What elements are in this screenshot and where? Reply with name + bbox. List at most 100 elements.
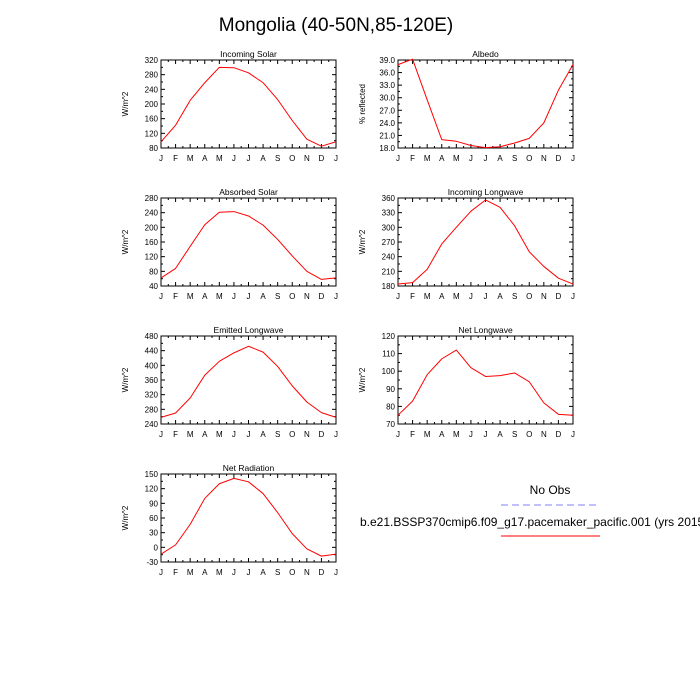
incoming-longwave-x-tick-label: O xyxy=(526,292,532,301)
absorbed-solar-x-tick-label: J xyxy=(159,292,163,301)
albedo-y-tick-label: 39.0 xyxy=(379,56,395,65)
emitted-longwave-x-tick-label: M xyxy=(187,430,194,439)
absorbed-solar-y-tick-label: 40 xyxy=(149,282,158,291)
net-radiation-x-tick-label: J xyxy=(334,568,338,577)
net-radiation-y-tick-label: -30 xyxy=(146,558,158,567)
incoming-longwave-x-tick-label: F xyxy=(410,292,415,301)
net-radiation-series-line-0 xyxy=(160,477,337,557)
albedo-x-tick-label: M xyxy=(424,154,431,163)
net-longwave-x-tick-label: M xyxy=(424,430,431,439)
net-radiation-x-tick-label: A xyxy=(260,568,266,577)
incoming-solar-title: Incoming Solar xyxy=(220,49,277,59)
incoming-solar-series-line-0 xyxy=(160,66,337,147)
albedo-y-tick-label: 27.0 xyxy=(379,106,395,115)
absorbed-solar-y-tick-label: 280 xyxy=(145,194,159,203)
incoming-solar-x-tick-label: A xyxy=(202,154,208,163)
albedo-x-tick-label: D xyxy=(556,154,562,163)
absorbed-solar-x-tick-label: F xyxy=(173,292,178,301)
net-radiation-x-tick-label: M xyxy=(216,568,223,577)
incoming-solar-y-tick-label: 280 xyxy=(145,71,159,80)
incoming-solar-x-tick-label: M xyxy=(187,154,194,163)
net-longwave-x-tick-label: N xyxy=(541,430,547,439)
incoming-solar-x-tick-label: N xyxy=(304,154,310,163)
albedo-x-tick-label: J xyxy=(571,154,575,163)
net-longwave-title: Net Longwave xyxy=(458,325,513,335)
net-radiation-x-tick-label: F xyxy=(173,568,178,577)
emitted-longwave-y-axis-label: W/m^2 xyxy=(121,367,130,392)
net-longwave-x-tick-label: J xyxy=(469,430,473,439)
net-longwave-x-tick-label: M xyxy=(453,430,460,439)
albedo-plot-frame xyxy=(397,59,574,149)
net-radiation-y-tick-label: 90 xyxy=(149,499,158,508)
net-longwave-x-tick-label: F xyxy=(410,430,415,439)
net-radiation-x-tick-label: J xyxy=(247,568,251,577)
albedo-x-tick-label: O xyxy=(526,154,532,163)
incoming-solar-y-tick-label: 160 xyxy=(145,115,159,124)
net-longwave-x-tick-label: A xyxy=(497,430,503,439)
albedo-title: Albedo xyxy=(472,49,499,59)
absorbed-solar-y-axis-label: W/m^2 xyxy=(121,229,130,254)
emitted-longwave-x-tick-label: S xyxy=(275,430,280,439)
net-longwave-y-tick-label: 110 xyxy=(382,350,395,359)
legend: No Obs b.e21.BSSP370cmip6.f09_g17.pacema… xyxy=(360,483,700,537)
absorbed-solar-title: Absorbed Solar xyxy=(219,187,278,197)
albedo-y-axis-label: % reflected xyxy=(358,84,367,124)
net-radiation-x-tick-label: M xyxy=(187,568,194,577)
emitted-longwave-y-tick-label: 240 xyxy=(145,420,159,429)
incoming-solar-y-tick-label: 80 xyxy=(149,144,158,153)
emitted-longwave-series-line-0 xyxy=(160,345,337,418)
net-longwave-x-tick-label: S xyxy=(512,430,517,439)
net-longwave-y-tick-label: 100 xyxy=(382,367,396,376)
emitted-longwave-x-tick-label: A xyxy=(202,430,208,439)
emitted-longwave-y-tick-label: 280 xyxy=(145,405,159,414)
absorbed-solar-x-tick-label: N xyxy=(304,292,310,301)
net-radiation-y-tick-label: 30 xyxy=(149,529,158,538)
incoming-longwave-y-tick-label: 210 xyxy=(382,267,396,276)
absorbed-solar-y-tick-label: 80 xyxy=(149,267,158,276)
incoming-longwave-series-line-0 xyxy=(397,199,574,285)
emitted-longwave-y-tick-label: 360 xyxy=(145,376,159,385)
incoming-longwave-y-axis-label: W/m^2 xyxy=(358,229,367,254)
absorbed-solar-y-tick-label: 120 xyxy=(145,253,159,262)
incoming-longwave-y-tick-label: 330 xyxy=(382,209,396,218)
absorbed-solar-y-tick-label: 240 xyxy=(145,209,159,218)
albedo-x-tick-label: J xyxy=(396,154,400,163)
absorbed-solar-y-tick-label: 200 xyxy=(145,223,159,232)
incoming-solar-y-axis-label: W/m^2 xyxy=(121,91,130,116)
absorbed-solar-x-tick-label: S xyxy=(275,292,280,301)
net-longwave-x-tick-label: J xyxy=(484,430,488,439)
incoming-longwave-title: Incoming Longwave xyxy=(448,187,524,197)
incoming-solar-x-tick-label: S xyxy=(275,154,280,163)
albedo-x-tick-label: M xyxy=(453,154,460,163)
emitted-longwave-x-tick-label: J xyxy=(334,430,338,439)
absorbed-solar-x-tick-label: J xyxy=(247,292,251,301)
net-longwave-y-tick-label: 120 xyxy=(382,332,396,341)
net-radiation-x-tick-label: A xyxy=(202,568,208,577)
net-longwave-x-tick-label: J xyxy=(571,430,575,439)
incoming-longwave-x-tick-label: J xyxy=(469,292,473,301)
incoming-solar-x-tick-label: J xyxy=(334,154,338,163)
absorbed-solar-x-tick-label: A xyxy=(260,292,266,301)
incoming-solar-x-tick-label: D xyxy=(319,154,325,163)
emitted-longwave-x-tick-label: F xyxy=(173,430,178,439)
albedo-y-tick-label: 18.0 xyxy=(379,144,395,153)
net-radiation-y-tick-label: 0 xyxy=(154,543,159,552)
incoming-solar-x-tick-label: O xyxy=(289,154,295,163)
albedo-y-tick-label: 36.0 xyxy=(379,69,395,78)
albedo-x-tick-label: N xyxy=(541,154,547,163)
net-longwave-y-tick-label: 70 xyxy=(386,420,395,429)
incoming-longwave-x-tick-label: M xyxy=(453,292,460,301)
incoming-longwave-y-tick-label: 270 xyxy=(382,238,396,247)
incoming-longwave-x-tick-label: A xyxy=(497,292,503,301)
emitted-longwave-title: Emitted Longwave xyxy=(214,325,284,335)
net-radiation-y-tick-label: 120 xyxy=(145,485,159,494)
legend-model-label: b.e21.BSSP370cmip6.f09_g17.pacemaker_pac… xyxy=(360,515,700,529)
net-radiation-x-tick-label: J xyxy=(159,568,163,577)
incoming-longwave-x-tick-label: D xyxy=(556,292,562,301)
net-longwave-x-tick-label: J xyxy=(396,430,400,439)
emitted-longwave-x-tick-label: A xyxy=(260,430,266,439)
